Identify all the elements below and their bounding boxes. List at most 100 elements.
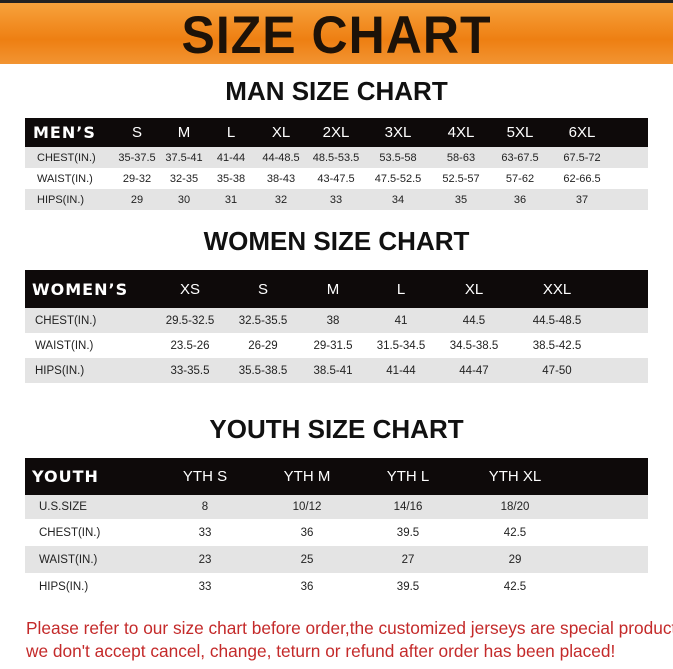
measurement-cell: 63-67.5 <box>501 151 539 164</box>
table-row: WAIST(IN.) 23.5-26 26-29 29-31.5 31.5-34.5 34… <box>25 333 648 358</box>
measurement-cell: 62-66.5 <box>563 172 601 185</box>
size-header: YTH S <box>182 468 228 485</box>
row-label: WAIST(IN.) <box>39 553 98 566</box>
measurement-cell: 53.5-58 <box>379 151 417 164</box>
measurement-cell: 37.5-41 <box>165 151 203 164</box>
table-header-row: WOMEN’S XS S M L XL XXL <box>25 270 648 308</box>
notice-line: we don't accept cancel, change, teturn o… <box>26 641 616 661</box>
size-header: YTH L <box>386 468 430 485</box>
measurement-cell: 10/12 <box>292 501 322 513</box>
size-header: YTH M <box>283 468 331 485</box>
table-row: WAIST(IN.) 29-32 32-35 35-38 38-43 43-47.5 47.… <box>25 168 648 189</box>
size-header: 6XL <box>568 124 596 141</box>
row-label: CHEST(IN.) <box>37 151 96 164</box>
measurement-cell: 44-47 <box>459 364 489 377</box>
table-row: HIPS(IN.) 33-35.5 35.5-38.5 38.5-41 41-44 44-… <box>25 358 648 383</box>
size-header: 2XL <box>322 124 350 141</box>
measurement-cell: 41-44 <box>386 364 416 377</box>
measurement-cell: 35.5-38.5 <box>238 364 288 377</box>
measurement-cell: 32-35 <box>169 172 199 185</box>
measurement-cell: 32.5-35.5 <box>238 314 288 327</box>
measurement-cell: 35-37.5 <box>118 151 156 164</box>
row-label: HIPS(IN.) <box>37 193 85 206</box>
measurement-cell: 30 <box>177 193 191 206</box>
women-size-table: WOMEN’S XS S M L XL XXL CHEST(IN.) 29.5-32.5 32.5… <box>25 270 648 383</box>
measurement-cell: 25 <box>300 553 314 566</box>
size-header: XL <box>464 280 484 298</box>
banner: SIZE CHART <box>0 0 673 64</box>
measurement-cell: 32 <box>274 193 288 206</box>
men-title: MAN SIZE CHART <box>225 76 448 106</box>
measurement-cell: 35-38 <box>216 172 246 185</box>
row-label: WAIST(IN.) <box>37 172 93 185</box>
size-header: XS <box>179 280 201 298</box>
table-row: HIPS(IN.) 33 36 39.5 42.5 <box>25 573 648 600</box>
measurement-cell: 42.5 <box>503 526 527 539</box>
size-header: 4XL <box>447 124 475 141</box>
measurement-cell: 36 <box>300 580 314 593</box>
measurement-cell: 38.5-41 <box>313 364 353 377</box>
table-row: CHEST(IN.) 33 36 39.5 42.5 <box>25 519 648 546</box>
measurement-cell: 27 <box>401 553 415 566</box>
measurement-cell: 18/20 <box>500 501 530 513</box>
measurement-cell: 38-43 <box>266 172 296 185</box>
measurement-cell: 36 <box>300 526 314 539</box>
measurement-cell: 48.5-53.5 <box>312 151 360 164</box>
measurement-cell: 67.5-72 <box>563 151 601 164</box>
measurement-cell: 37 <box>575 193 589 206</box>
table-row: U.S.SIZE 8 10/12 14/16 18/20 <box>25 495 648 519</box>
row-label: CHEST(IN.) <box>39 526 101 539</box>
measurement-cell: 42.5 <box>503 580 527 593</box>
size-header: M <box>177 124 191 141</box>
measurement-cell: 47.5-52.5 <box>374 172 422 185</box>
size-header: YTH XL <box>488 468 542 485</box>
measurement-cell: 34 <box>391 193 405 206</box>
table-header-row: MEN’S S M L XL 2XL 3XL 4XL 5XL 6XL <box>25 118 648 147</box>
measurement-cell: 38 <box>326 314 340 327</box>
measurement-cell: 57-62 <box>505 172 535 185</box>
table-row: CHEST(IN.) 29.5-32.5 32.5-35.5 38 41 44.5 44.5… <box>25 308 648 333</box>
notice-line: Please refer to our size chart before or… <box>26 618 673 638</box>
row-label: MEN’S <box>33 123 96 142</box>
measurement-cell: 41-44 <box>216 151 246 164</box>
youth-size-table: YOUTH YTH S YTH M YTH L YTH XL U.S.SIZE 8 10/12… <box>25 458 648 600</box>
table-row: WAIST(IN.) 23 25 27 29 <box>25 546 648 573</box>
measurement-cell: 35 <box>454 193 468 206</box>
measurement-cell: 36 <box>513 193 527 206</box>
size-header: 5XL <box>506 124 534 141</box>
measurement-cell: 29-32 <box>122 172 152 185</box>
size-header: XXL <box>542 280 572 298</box>
measurement-cell: 44.5-48.5 <box>532 314 582 327</box>
measurement-cell: 31 <box>224 193 238 206</box>
measurement-cell: 58-63 <box>446 151 476 164</box>
measurement-cell: 41 <box>394 314 408 327</box>
measurement-cell: 38.5-42.5 <box>532 339 582 352</box>
measurement-cell: 44-48.5 <box>262 151 300 164</box>
size-header: L <box>226 124 236 141</box>
measurement-cell: 23.5-26 <box>170 339 210 352</box>
measurement-cell: 14/16 <box>393 501 423 513</box>
size-header: XL <box>271 124 291 141</box>
measurement-cell: 33 <box>198 580 212 593</box>
measurement-cell: 23 <box>198 553 212 566</box>
measurement-cell: 33 <box>329 193 343 206</box>
measurement-cell: 29 <box>508 553 522 566</box>
women-title: WOMEN SIZE CHART <box>203 226 470 256</box>
row-label: HIPS(IN.) <box>35 364 85 377</box>
size-header: 3XL <box>384 124 412 141</box>
measurement-cell: 33 <box>198 526 212 539</box>
measurement-cell: 31.5-34.5 <box>376 339 426 352</box>
measurement-cell: 8 <box>201 501 209 513</box>
row-label: CHEST(IN.) <box>35 314 97 327</box>
measurement-cell: 47-50 <box>542 364 572 377</box>
order-notice: Please refer to our size chart before or… <box>26 617 673 663</box>
banner-title: SIZE CHART <box>181 5 492 65</box>
measurement-cell: 39.5 <box>396 580 420 593</box>
row-label: YOUTH <box>32 467 99 486</box>
measurement-cell: 33-35.5 <box>170 364 210 377</box>
size-header: S <box>131 124 143 141</box>
measurement-cell: 34.5-38.5 <box>449 339 499 352</box>
measurement-cell: 29-31.5 <box>313 339 353 352</box>
row-label: U.S.SIZE <box>39 501 87 513</box>
men-size-table: MEN’S S M L XL 2XL 3XL 4XL 5XL 6XL CHEST(IN.) 35-37… <box>25 118 648 210</box>
